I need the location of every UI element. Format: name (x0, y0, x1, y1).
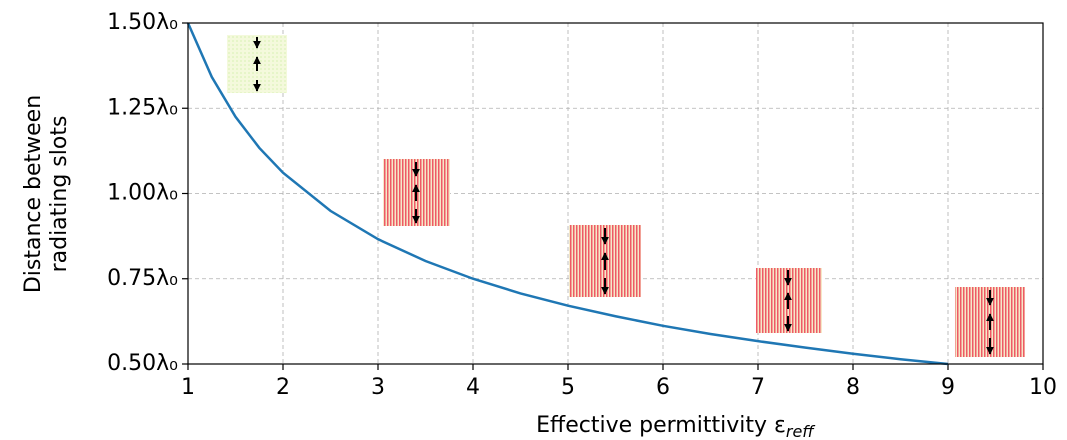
inset (383, 159, 450, 226)
x-tick-label: 8 (846, 375, 860, 400)
x-tick-label: 2 (276, 375, 290, 400)
inset (756, 268, 822, 333)
y-axis-label: radiating slots (47, 116, 72, 273)
x-tick-label: 7 (751, 375, 765, 400)
line-series (186, 22, 949, 366)
x-axis-label: Effective permittivity εreff (536, 413, 816, 440)
y-tick-label: 1.00λ₀ (107, 181, 178, 206)
inset (227, 35, 287, 93)
inset (955, 287, 1025, 357)
plot-frame (187, 22, 1044, 365)
x-tick-label: 3 (371, 375, 385, 400)
y-axis-label: Distance between (21, 95, 46, 293)
y-tick-label: 0.75λ₀ (107, 266, 178, 291)
x-tick-label: 9 (941, 375, 955, 400)
insets (227, 35, 1025, 357)
x-tick-label: 4 (466, 375, 480, 400)
x-tick-label: 5 (561, 375, 575, 400)
x-tick-label: 1 (181, 375, 195, 400)
x-tick-label: 6 (656, 375, 670, 400)
x-tick-label: 10 (1029, 375, 1057, 400)
y-tick-label: 0.50λ₀ (107, 351, 178, 376)
inset (569, 225, 641, 297)
y-tick-label: 1.25λ₀ (107, 95, 178, 120)
y-tick-label: 1.50λ₀ (107, 10, 178, 35)
